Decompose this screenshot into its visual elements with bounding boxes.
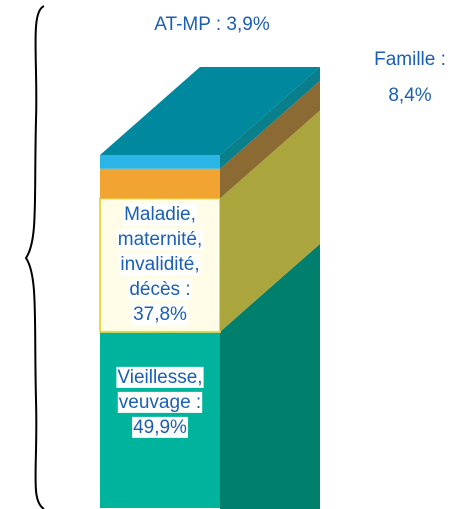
segment-label: invalidité, — [120, 254, 199, 275]
label-background — [117, 391, 203, 413]
label-background — [116, 366, 204, 388]
segment-name: AT-MP : — [154, 14, 221, 35]
bar-top — [100, 67, 320, 155]
segment-label: décès : — [129, 279, 190, 300]
label-background — [128, 279, 192, 301]
segment-value: 3,9% — [226, 14, 269, 35]
segment-label: AT-MP : 3,9% — [154, 14, 270, 35]
label-background — [132, 304, 189, 326]
label-background — [119, 254, 201, 276]
segment-label: 49,9% — [133, 417, 187, 438]
label-background — [123, 204, 197, 226]
segment-label: Vieillesse, — [117, 367, 202, 388]
brace — [24, 5, 45, 509]
bar-side — [220, 110, 320, 332]
segment-label: Maladie, — [124, 204, 196, 225]
bar-side — [220, 67, 320, 169]
bar-side — [220, 80, 320, 199]
segment-label: Famille : — [374, 49, 446, 70]
label-background — [116, 229, 204, 251]
segment-label: 37,8% — [133, 304, 187, 325]
segment-label: maternité, — [118, 229, 202, 250]
label-background — [132, 416, 189, 438]
bar-side — [220, 243, 320, 509]
bar-front — [100, 168, 220, 199]
segment-label: 8,4% — [388, 85, 431, 106]
bar-front — [100, 155, 220, 169]
segment-label: veuvage : — [119, 392, 201, 413]
